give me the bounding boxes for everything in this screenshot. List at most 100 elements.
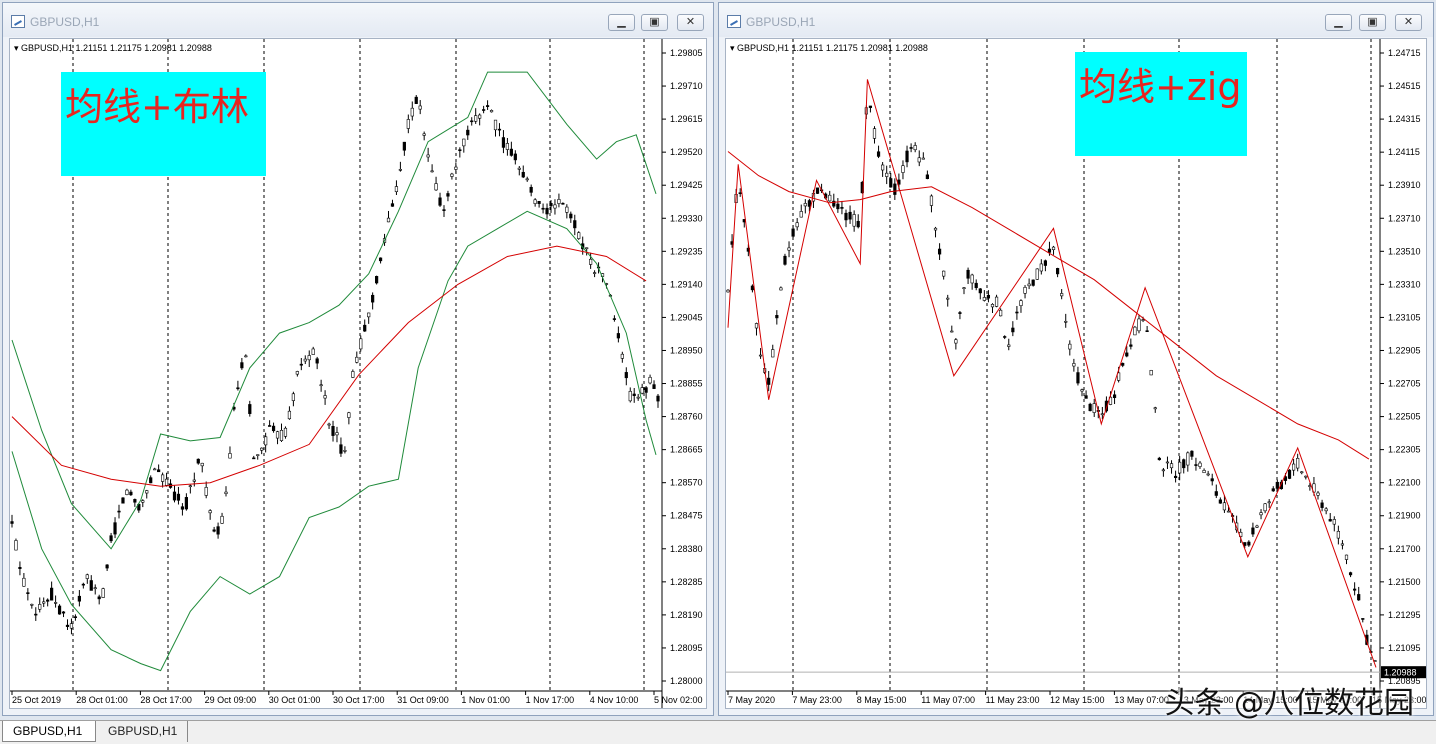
candle-body xyxy=(149,477,153,484)
candle-body xyxy=(10,521,14,524)
price-chart[interactable]: 1.29805 1.29710 1.29615 1.29520 1.29425 1.293… xyxy=(9,38,707,709)
time-label: 7 May 2020 xyxy=(728,695,775,705)
candle-body xyxy=(434,183,438,191)
candle-body xyxy=(271,425,276,432)
candle-body xyxy=(244,355,248,358)
candle-body xyxy=(640,387,644,394)
candle-body xyxy=(89,580,93,591)
price-label: 1.22305 xyxy=(1388,445,1421,455)
candle-body xyxy=(1125,352,1129,357)
candle-body xyxy=(303,358,307,362)
overlay-label-box: 均线+zig xyxy=(1075,52,1247,156)
time-label: 4 Nov 10:00 xyxy=(590,695,639,705)
candle-body xyxy=(1206,473,1210,476)
candle-body xyxy=(275,431,280,439)
candle-body xyxy=(1019,300,1023,306)
maximize-button[interactable]: ▣ xyxy=(1359,14,1386,31)
minimize-button[interactable]: ▁ xyxy=(608,14,635,31)
candle-body xyxy=(585,247,589,250)
candle-body xyxy=(1348,572,1353,576)
price-chart[interactable]: 1.24715 1.24515 1.24315 1.24115 1.23910 1.237… xyxy=(725,38,1427,709)
candle-body xyxy=(1047,248,1052,253)
candle-body xyxy=(81,583,85,586)
current-price-box xyxy=(1381,666,1426,679)
candle-body xyxy=(1340,543,1345,546)
price-label: 1.24515 xyxy=(1388,81,1421,91)
current-price-label: 1.20988 xyxy=(1384,668,1417,678)
candle-body xyxy=(208,510,212,514)
candle-body xyxy=(1080,389,1084,392)
candle-body xyxy=(569,213,573,219)
candle-body xyxy=(291,393,295,401)
candle-body xyxy=(978,288,982,294)
candle-body xyxy=(513,153,517,161)
price-label: 1.28285 xyxy=(670,577,703,587)
close-button[interactable]: ✕ xyxy=(677,14,704,31)
candle-body xyxy=(881,164,885,171)
candle-body xyxy=(1251,527,1255,535)
candle-body xyxy=(929,195,934,206)
window-titlebar[interactable]: GBPUSD,H1 ▁ ▣ ✕ xyxy=(3,3,713,37)
candle-body xyxy=(129,491,133,496)
maximize-button[interactable]: ▣ xyxy=(641,14,668,31)
tab-chart-2[interactable]: GBPUSD,H1 xyxy=(98,721,188,742)
candle-body xyxy=(188,485,192,488)
candle-body xyxy=(1031,279,1035,286)
candle-body xyxy=(1365,634,1369,645)
moving-average-line xyxy=(11,245,647,487)
candle-body xyxy=(216,526,220,535)
candle-body xyxy=(1112,394,1117,398)
candle-body xyxy=(307,355,311,361)
chart-window-right[interactable]: GBPUSD,H1 ▁ ▣ ✕ 1.24715 1.24515 1.24315 1.2… xyxy=(718,2,1434,716)
moving-average-line xyxy=(727,151,1370,460)
candle-body xyxy=(53,602,58,604)
tab-chart-1[interactable]: GBPUSD,H1 xyxy=(2,721,96,742)
candle-body xyxy=(299,363,303,366)
chart-window-left[interactable]: GBPUSD,H1 ▁ ▣ ✕ 1.29805 1.29710 1.29615 1.2… xyxy=(2,2,714,716)
candle-body xyxy=(422,133,426,136)
candle-body xyxy=(1186,452,1190,466)
price-label: 1.28475 xyxy=(670,511,703,521)
candle-body xyxy=(319,384,323,387)
price-label: 1.21295 xyxy=(1388,610,1421,620)
chart-canvas[interactable]: 1.29805 1.29710 1.29615 1.29520 1.29425 1.293… xyxy=(10,39,707,709)
candle-body xyxy=(268,425,272,427)
price-label: 1.29330 xyxy=(670,213,703,223)
time-label: 11 May 07:00 xyxy=(921,695,975,705)
candle-body xyxy=(1353,588,1357,591)
candle-body xyxy=(1361,618,1365,620)
candle-body xyxy=(394,186,399,192)
candle-body xyxy=(505,143,509,150)
candle-body xyxy=(501,137,506,148)
candle-body xyxy=(1328,519,1332,522)
candle-body xyxy=(228,453,232,459)
close-button[interactable]: ✕ xyxy=(1395,14,1422,31)
candle-body xyxy=(153,468,157,471)
time-label: 25 Oct 2019 xyxy=(12,695,61,705)
candle-body xyxy=(410,107,414,117)
candle-body xyxy=(1267,501,1271,504)
candle-body xyxy=(521,171,525,178)
candle-body xyxy=(1129,344,1133,347)
candle-body xyxy=(1263,503,1267,512)
price-label: 1.29520 xyxy=(670,147,703,157)
candle-body xyxy=(624,372,628,379)
candle-body xyxy=(26,592,30,594)
candle-body xyxy=(925,174,929,180)
candle-body xyxy=(97,596,101,600)
candle-body xyxy=(462,138,466,147)
candle-body xyxy=(1320,502,1324,508)
candle-body xyxy=(1247,541,1251,546)
candle-body xyxy=(803,203,807,207)
candle-body xyxy=(1300,471,1304,474)
candle-body xyxy=(402,141,406,151)
candle-body xyxy=(844,212,848,221)
minimize-button[interactable]: ▁ xyxy=(1325,14,1352,31)
candle-body xyxy=(287,410,292,420)
candle-body xyxy=(852,214,856,227)
window-titlebar[interactable]: GBPUSD,H1 ▁ ▣ ✕ xyxy=(719,3,1433,37)
candle-body xyxy=(807,200,811,207)
candle-body xyxy=(509,148,513,156)
candle-body xyxy=(758,354,763,357)
chart-canvas[interactable]: 1.24715 1.24515 1.24315 1.24115 1.23910 1.237… xyxy=(726,39,1427,709)
